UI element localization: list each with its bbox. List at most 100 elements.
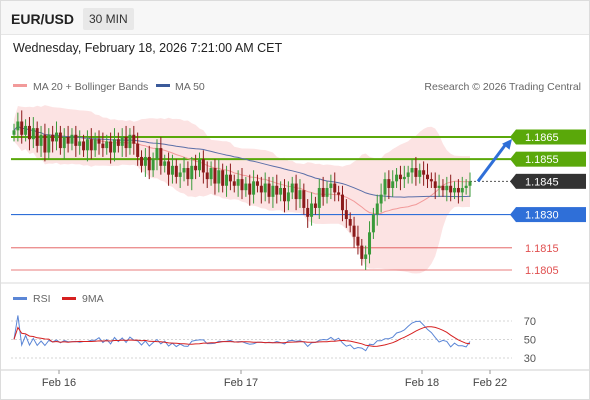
candle-body [464,185,468,188]
candle [460,176,464,202]
candle-body [437,185,441,188]
x-tick-label: Feb 17 [224,377,258,389]
candle [97,130,101,155]
candle-body [31,128,35,140]
candle [197,152,201,177]
candle-body [163,161,167,166]
price-level-label: 1.1805 [525,265,559,277]
candle-body [62,137,66,149]
candle-body [259,185,263,193]
candle [140,150,144,173]
candle-body [402,176,406,180]
candle [16,112,20,142]
candle-body [453,187,457,193]
candle [414,156,418,186]
candle-body [240,179,244,191]
candle [325,181,329,204]
candle [151,152,155,177]
candle [232,174,236,193]
price-level-label: 1.1855 [525,154,559,166]
candle-body [155,148,159,160]
candle [449,174,453,202]
forecast-arrow-head [502,139,512,150]
candle [375,194,379,226]
time-axis: Feb 16 Feb 17 Feb 18 Feb 22 [42,370,507,389]
candle-body [232,181,236,186]
candle-body [371,214,375,233]
candle [340,185,344,222]
candle [93,132,97,157]
candle-body [398,174,402,180]
candle-body [244,183,248,191]
candle [267,176,271,204]
candle-body [112,139,116,153]
candle [70,128,74,151]
candle-body [124,137,128,149]
candle [62,128,66,160]
candle [418,163,422,184]
datetime-label: Wednesday, February 18, 2026 7:21:00 AM … [13,41,283,55]
candle-body [151,159,155,171]
ma9-legend-swatch [62,297,76,300]
candle [194,154,198,180]
candle [275,174,279,204]
candle [174,159,178,184]
candle-body [51,134,55,142]
candle-body [414,168,418,177]
ma50-line [13,125,471,198]
forecast-arrow [476,139,512,183]
candle-body [55,132,59,142]
candle-body [197,159,201,171]
candle-body [329,183,333,188]
candle [167,152,171,186]
candle [453,181,457,200]
rsi-level-label: 70 [524,316,536,328]
candle [74,125,78,157]
candle-body [333,183,337,193]
candle-body [217,170,221,184]
candle-body [325,187,329,197]
candle [263,172,267,202]
candle-body [136,143,140,157]
candle-body [85,139,89,151]
candle [136,132,140,166]
candle-body [368,232,372,255]
candle [31,117,35,149]
candle-body [109,141,113,153]
candle [47,128,51,160]
candle-body [337,192,341,195]
candle-body [317,187,321,208]
candle-body [449,185,453,193]
candle [364,245,368,270]
candle-body [101,143,105,149]
candle [321,176,325,206]
candle [66,125,70,153]
candle-body [425,174,429,180]
candle [356,225,360,255]
candle-body [441,185,445,191]
candle [143,148,147,177]
candle [101,132,105,157]
candle [178,163,182,188]
candle-body [12,130,16,135]
timeframe-badge[interactable]: 30 MIN [83,8,134,30]
candle [344,199,348,228]
candle [55,121,59,151]
candle-body [93,139,97,151]
candle-body [279,187,283,195]
candle [190,156,194,191]
candle [317,179,321,220]
candle-body [213,168,217,184]
candle-body [147,156,151,171]
rsi-legend-label: RSI [33,293,51,305]
candle [112,128,116,162]
ma50-legend-label: MA 50 [175,81,205,93]
candle [425,163,429,188]
candle-body [58,132,62,149]
candle [244,176,248,197]
candle-body [406,172,410,177]
candle-body [429,179,433,182]
candle-body [375,203,379,215]
candle-body [391,181,395,188]
candle-body [387,179,391,188]
